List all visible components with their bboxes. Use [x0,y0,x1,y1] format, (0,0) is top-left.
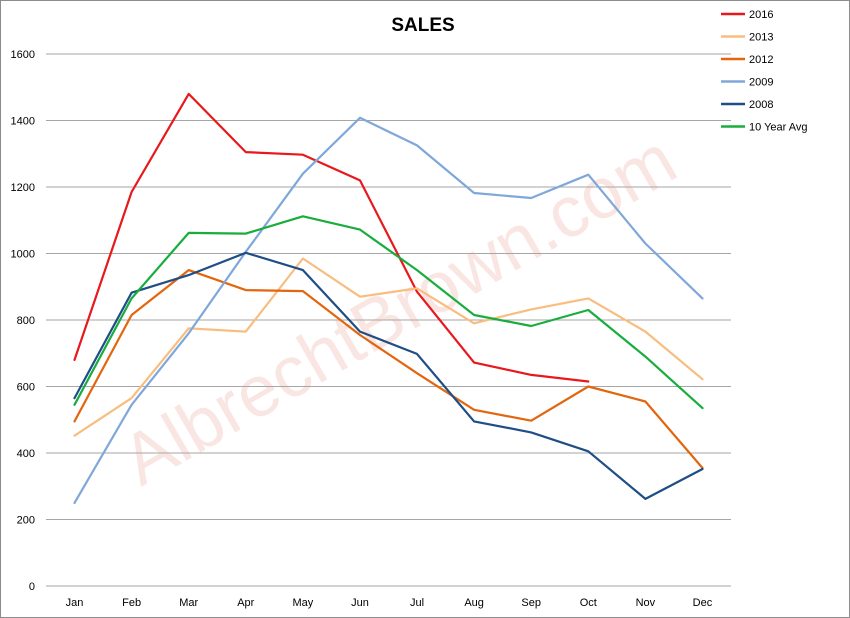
x-tick-label: Sep [521,597,541,609]
legend-label: 2009 [749,77,773,89]
y-tick-label: 600 [17,382,35,394]
legend-label: 2008 [749,99,773,111]
x-tick-label: Jul [410,597,424,609]
y-tick-label: 400 [17,448,35,460]
x-tick-label: Jun [351,597,369,609]
x-tick-label: May [292,597,313,609]
series-line-2016 [73,92,590,383]
series-line-2009 [73,116,704,504]
y-tick-label: 1400 [11,116,35,128]
x-tick-label: Aug [464,597,484,609]
y-tick-label: 1200 [11,182,35,194]
x-tick-label: Feb [122,597,141,609]
y-tick-label: 200 [17,515,35,527]
legend-label: 2013 [749,32,773,44]
x-tick-label: Oct [580,597,597,609]
x-tick-label: Dec [693,597,713,609]
x-tick-label: Nov [636,597,656,609]
x-tick-label: Mar [179,597,198,609]
y-tick-label: 1600 [11,49,35,61]
series-line-2008 [73,251,704,500]
watermark-text: AlbrechtBrown.com [109,120,690,501]
legend-label: 10 Year Avg [749,122,808,134]
series-line-10-year-avg [73,215,704,410]
chart-title: SALES [391,15,454,36]
legend-label: 2012 [749,54,773,66]
y-tick-label: 1000 [11,249,35,261]
legend-label: 2016 [749,9,773,21]
y-tick-label: 0 [29,581,35,593]
x-tick-label: Jan [66,597,84,609]
series-line-2013 [73,257,704,437]
x-tick-label: Apr [237,597,254,609]
y-tick-label: 800 [17,315,35,327]
